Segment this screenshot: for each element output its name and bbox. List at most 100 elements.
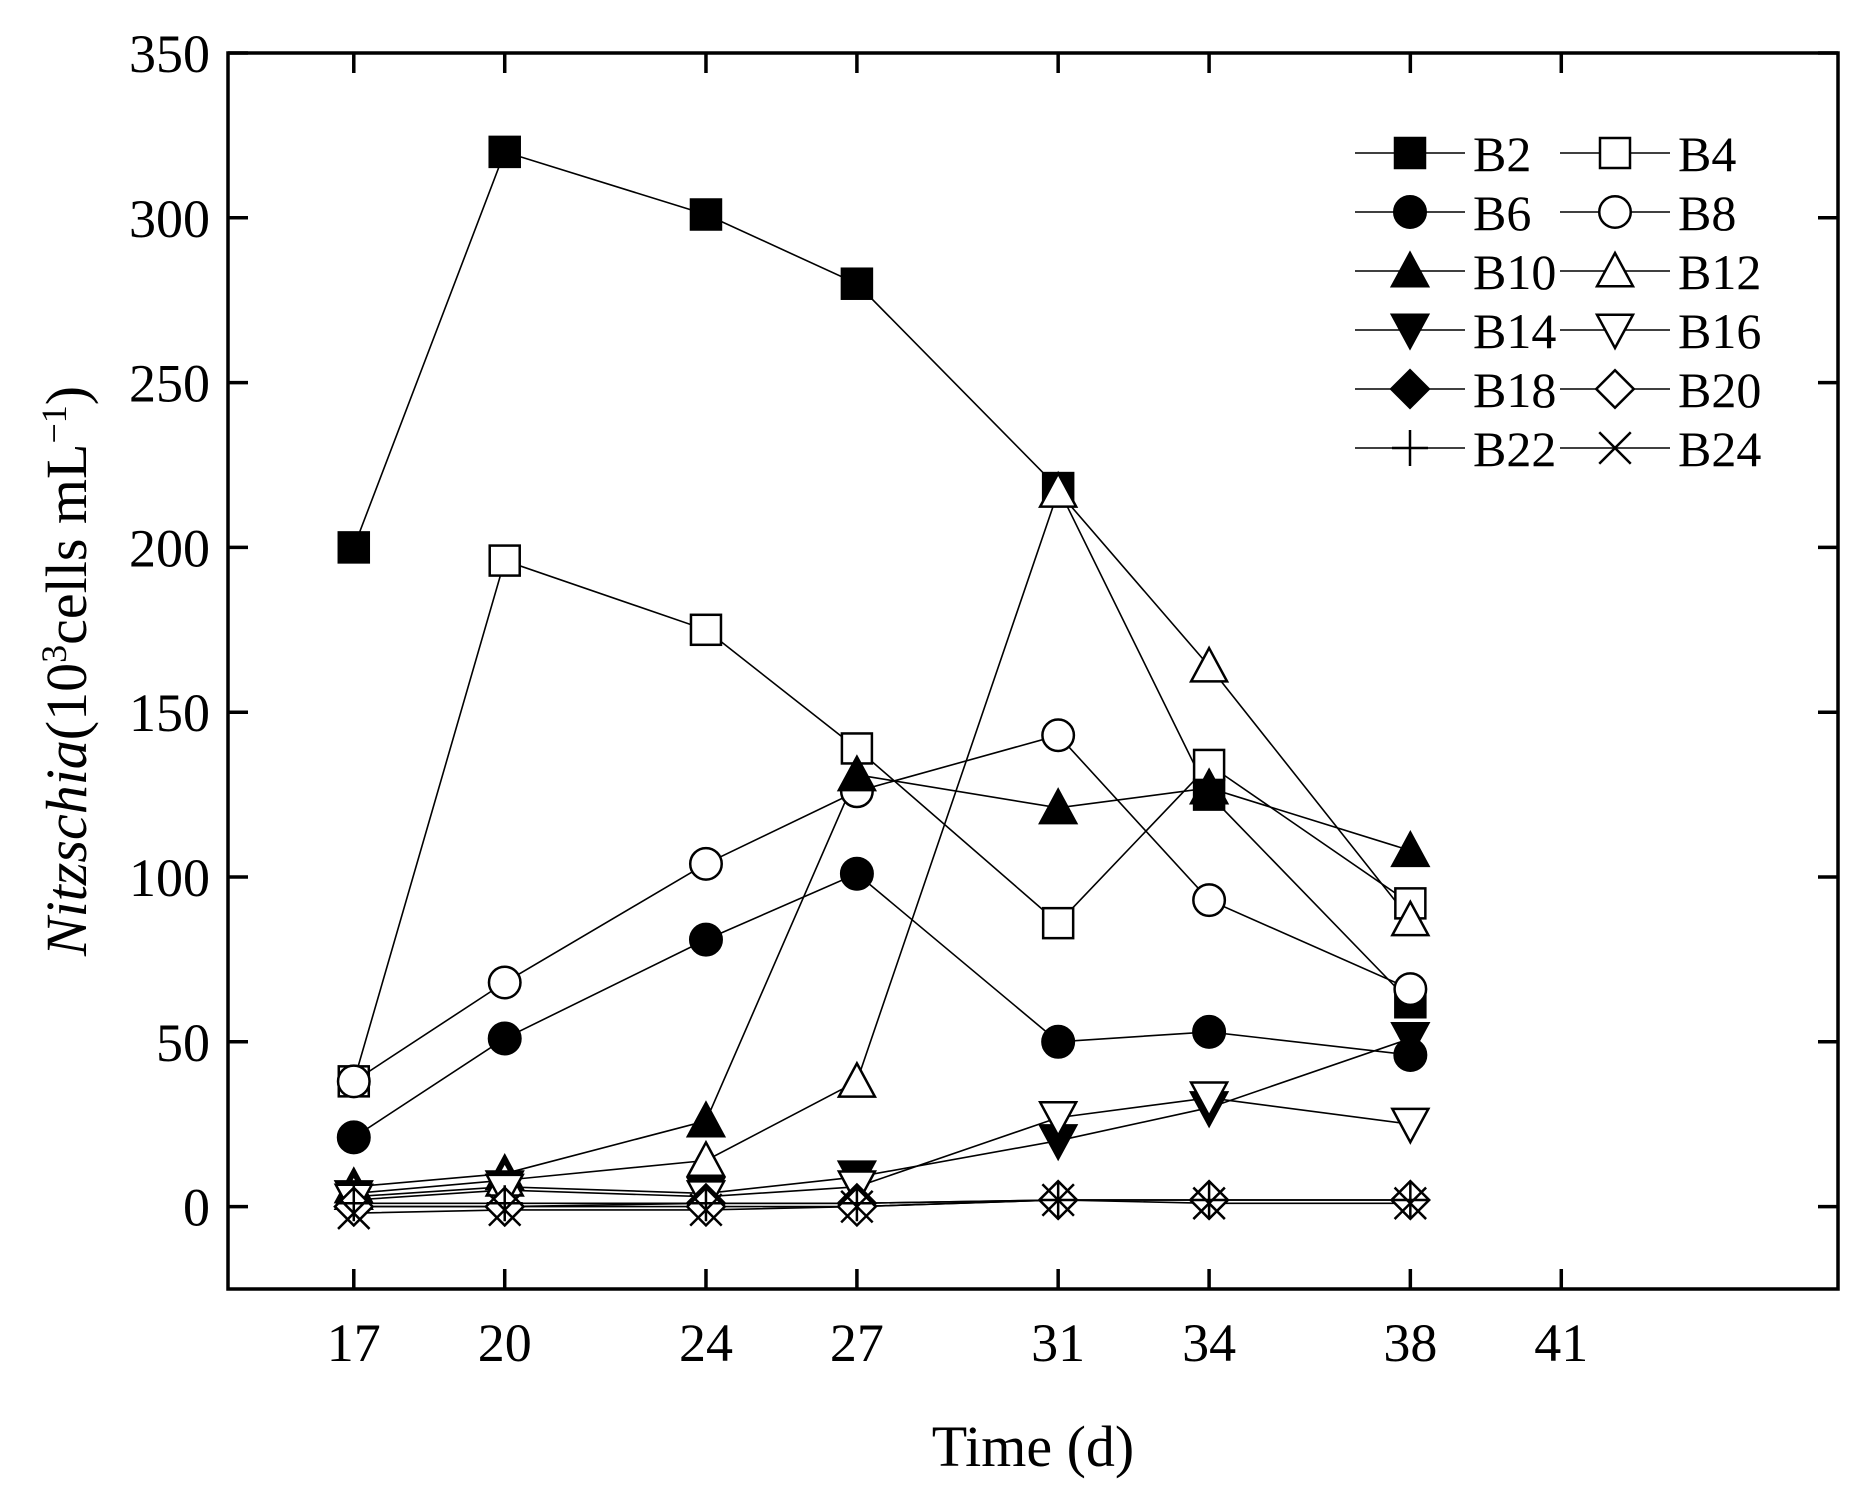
point-b6	[487, 1021, 522, 1056]
plot-frame	[226, 51, 1840, 1291]
legend-entry-b24: B24	[1560, 421, 1761, 477]
point-b4	[1041, 906, 1075, 940]
legend-label: B8	[1678, 185, 1736, 241]
legend-marker-b4	[1598, 136, 1632, 170]
legend-marker-b16	[1594, 313, 1636, 351]
point-b16	[1188, 1081, 1230, 1119]
y-tick-label: 50	[156, 1013, 210, 1073]
y-tick-label: 200	[129, 518, 210, 578]
y-axis-label-genus: Nitzschia	[34, 740, 99, 957]
legend-entry-b18: B18	[1355, 362, 1556, 418]
y-tick-label: 150	[129, 683, 210, 743]
x-tick-label: 27	[830, 1313, 884, 1373]
y-axis-label-close: )	[34, 386, 99, 405]
point-b4	[689, 613, 723, 647]
series-markers	[333, 135, 1431, 1230]
legend: B2 B4 B6 B8 B10 B12 B14 B16 B18 B20 B22 B24	[1355, 126, 1761, 477]
point-b8	[1192, 883, 1227, 918]
point-b10	[685, 1100, 727, 1138]
x-tick-label: 17	[327, 1313, 381, 1373]
y-tick-label: 350	[129, 24, 210, 84]
x-tick-label: 20	[478, 1313, 532, 1373]
legend-marker-b24	[1598, 431, 1632, 465]
x-tick-label: 34	[1182, 1313, 1236, 1373]
legend-marker-b10	[1389, 250, 1431, 288]
y-axis-label: Nitzschia(103cells mL−1)	[34, 386, 99, 957]
point-b6	[336, 1120, 371, 1155]
y-tick-label: 300	[129, 189, 210, 249]
legend-label: B18	[1473, 362, 1556, 418]
point-b6	[839, 856, 874, 891]
legend-marker-b12	[1594, 250, 1636, 288]
point-b2	[488, 135, 521, 169]
point-b4	[488, 544, 521, 577]
legend-label: B6	[1473, 185, 1531, 241]
point-b8	[1393, 972, 1428, 1007]
point-b22	[486, 1185, 523, 1222]
x-tick-label: 38	[1383, 1313, 1437, 1373]
point-b12	[1038, 470, 1079, 508]
point-b22	[687, 1185, 724, 1222]
y-axis-label-sup2: −1	[34, 405, 74, 443]
point-b8	[487, 965, 522, 1000]
series-line-b2	[353, 150, 1411, 1003]
point-b22	[838, 1185, 875, 1222]
legend-label: B12	[1678, 244, 1761, 300]
point-b24	[1192, 1186, 1226, 1220]
legend-label: B2	[1473, 126, 1531, 182]
legend-marker-b6	[1393, 195, 1427, 229]
point-b8	[1041, 718, 1076, 753]
series-lines	[353, 150, 1411, 1214]
point-b22	[1191, 1182, 1228, 1219]
point-b10	[836, 754, 878, 792]
legend-entry-b10: B10	[1355, 244, 1556, 300]
legend-marker-b22	[1392, 430, 1428, 466]
point-b24	[840, 1189, 874, 1224]
legend-label: B24	[1678, 421, 1761, 477]
point-b6	[688, 922, 723, 957]
point-b2	[689, 198, 723, 231]
axis-ticks: 0 50 100 150 200 250 300 350 17 20 24 27 31 34 38 41	[129, 24, 1838, 1373]
point-b10	[1038, 787, 1079, 825]
legend-label: B10	[1473, 244, 1556, 300]
x-tick-label: 41	[1534, 1313, 1588, 1373]
point-b24	[488, 1193, 522, 1227]
y-tick-label: 250	[129, 354, 210, 414]
point-b10	[1390, 830, 1431, 868]
point-b12	[1390, 899, 1431, 937]
legend-entry-b6: B6	[1355, 185, 1531, 241]
legend-marker-b8	[1598, 195, 1632, 229]
point-b24	[689, 1193, 723, 1227]
x-tick-label: 31	[1031, 1313, 1085, 1373]
legend-entry-b2: B2	[1355, 126, 1531, 182]
point-b6	[1041, 1024, 1076, 1059]
legend-marker-b2	[1393, 136, 1427, 170]
point-b8	[336, 1064, 371, 1099]
point-b10	[1188, 767, 1230, 805]
legend-label: B14	[1473, 303, 1556, 359]
legend-marker-b14	[1389, 313, 1431, 351]
point-b12	[1188, 645, 1230, 683]
legend-entry-b22: B22	[1355, 421, 1556, 477]
point-b22	[335, 1185, 372, 1222]
legend-label: B16	[1678, 303, 1761, 359]
x-tick-label: 24	[679, 1313, 733, 1373]
point-b8	[688, 846, 723, 881]
series-line-b12	[353, 489, 1411, 1195]
x-axis-label: Time (d)	[932, 1414, 1135, 1479]
point-b12	[836, 1060, 878, 1098]
point-b6	[1192, 1014, 1227, 1049]
legend-label: B22	[1473, 421, 1556, 477]
legend-entry-b20: B20	[1560, 362, 1761, 418]
point-b24	[1393, 1186, 1427, 1220]
point-b2	[840, 267, 874, 300]
y-tick-label: 0	[183, 1178, 210, 1238]
y-axis-label-open: (10	[34, 663, 99, 740]
y-axis-label-sup1: 3	[34, 645, 74, 663]
legend-marker-b20	[1594, 368, 1636, 410]
point-b24	[1041, 1183, 1075, 1217]
y-axis-label-units: cells mL	[34, 444, 99, 645]
point-b16	[1390, 1107, 1431, 1145]
point-b12	[685, 1139, 727, 1178]
